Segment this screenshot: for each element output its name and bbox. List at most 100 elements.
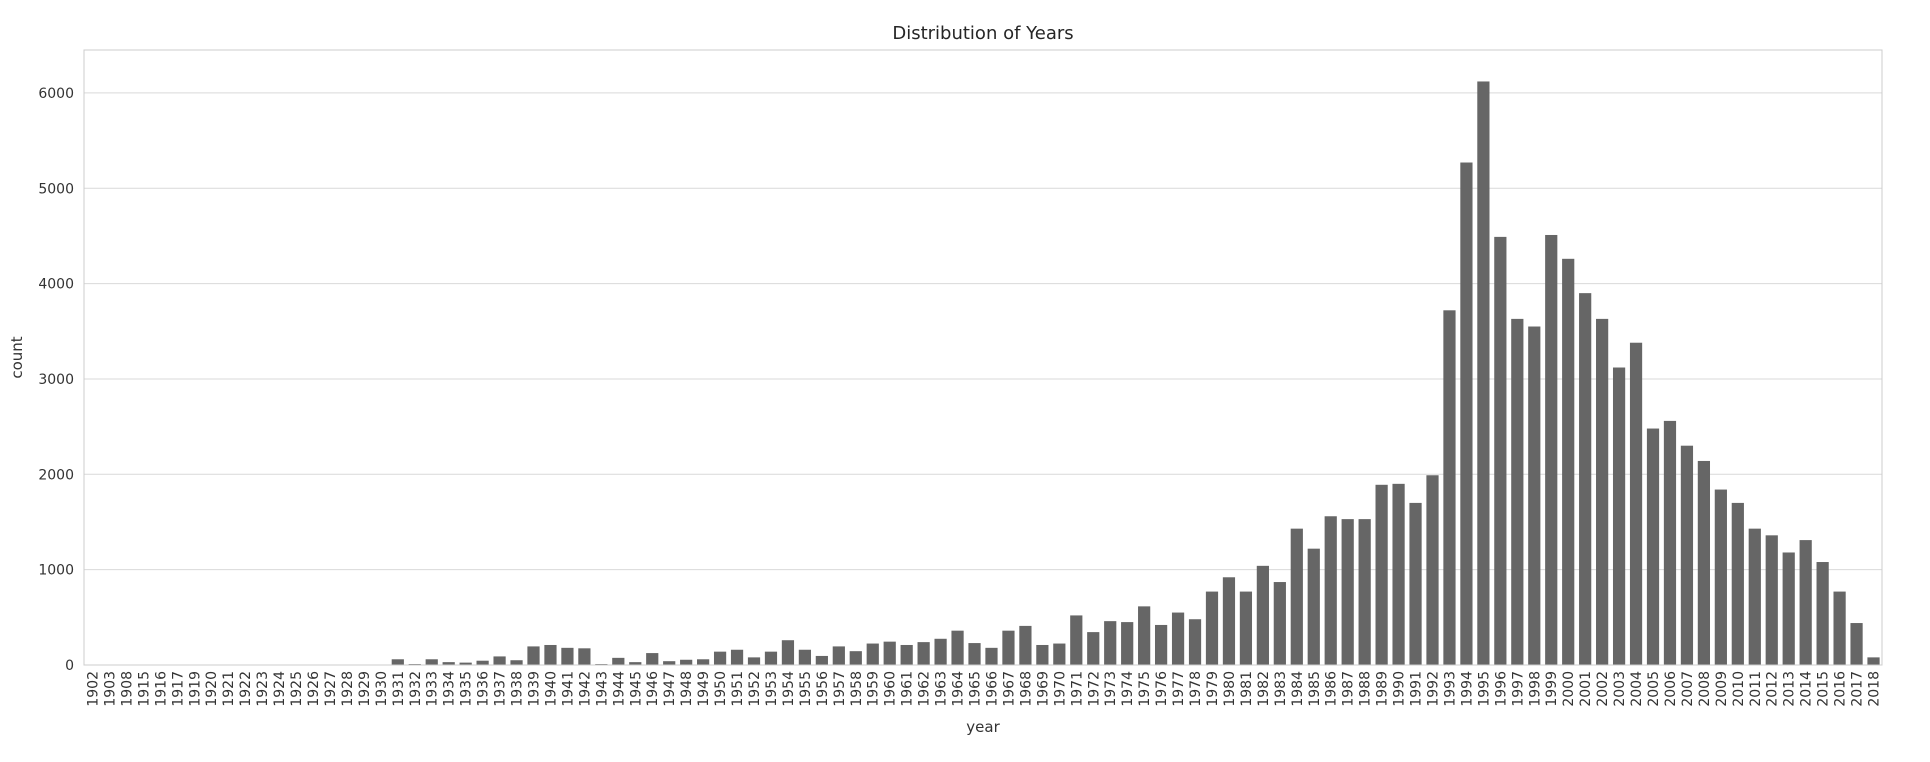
bar-1982 bbox=[1256, 565, 1269, 665]
bar-1986 bbox=[1324, 516, 1337, 665]
y-tick-label: 0 bbox=[65, 658, 74, 674]
bar-1939 bbox=[527, 646, 540, 665]
bar-1931 bbox=[391, 659, 404, 665]
x-tick-label: 1964 bbox=[951, 671, 967, 707]
bar-1963 bbox=[934, 638, 947, 665]
x-tick-label: 2007 bbox=[1680, 671, 1696, 707]
x-tick-label: 1940 bbox=[543, 671, 559, 707]
bar-1987 bbox=[1341, 519, 1354, 665]
bar-1985 bbox=[1307, 548, 1320, 665]
bar-1955 bbox=[798, 649, 812, 665]
x-tick-label: 1946 bbox=[645, 671, 661, 707]
x-tick-label: 1978 bbox=[1188, 671, 1204, 707]
bar-1961 bbox=[900, 644, 913, 665]
bar-1945 bbox=[629, 662, 642, 665]
x-tick-label: 1990 bbox=[1392, 671, 1408, 707]
x-tick-label: 1932 bbox=[408, 671, 424, 707]
x-tick-label: 1999 bbox=[1544, 671, 1560, 707]
x-tick-label: 1991 bbox=[1409, 671, 1425, 707]
bar-1953 bbox=[764, 651, 778, 665]
bar-1973 bbox=[1104, 621, 1117, 665]
x-tick-labels: 1902 1903 1908 1915 1916 1917 1919 1920 1921 1922… bbox=[85, 671, 1882, 707]
bar-2013 bbox=[1782, 552, 1795, 665]
bar-1965 bbox=[968, 643, 981, 665]
x-tick-label: 1966 bbox=[984, 671, 1000, 707]
bar-2007 bbox=[1680, 445, 1694, 665]
bar-1995 bbox=[1477, 81, 1490, 666]
bar-1983 bbox=[1273, 582, 1286, 665]
x-tick-label: 1979 bbox=[1205, 671, 1221, 707]
bar-1992 bbox=[1426, 475, 1439, 665]
x-tick-label: 1925 bbox=[289, 671, 305, 707]
bar-1984 bbox=[1290, 528, 1303, 665]
bar-1988 bbox=[1358, 519, 1371, 665]
bar-2005 bbox=[1646, 428, 1660, 665]
x-tick-label: 1967 bbox=[1001, 671, 1017, 707]
x-tick-label: 1983 bbox=[1273, 671, 1289, 707]
x-tick-label: 1930 bbox=[374, 671, 390, 707]
bar-1966 bbox=[985, 647, 998, 665]
bar-1975 bbox=[1138, 606, 1151, 665]
x-tick-label: 1985 bbox=[1307, 671, 1323, 707]
x-tick-label: 2010 bbox=[1731, 671, 1747, 707]
bar-1976 bbox=[1154, 624, 1168, 665]
x-tick-label: 2005 bbox=[1646, 671, 1662, 707]
bar-1950 bbox=[713, 651, 727, 665]
bar-1958 bbox=[849, 651, 862, 665]
x-tick-label: 1943 bbox=[594, 671, 610, 707]
bar-1994 bbox=[1460, 162, 1473, 665]
bar-1964 bbox=[951, 630, 964, 665]
x-tick-label: 1984 bbox=[1290, 671, 1306, 707]
bar-2017 bbox=[1850, 623, 1863, 665]
x-tick-label: 1915 bbox=[136, 671, 152, 707]
bar-1969 bbox=[1036, 644, 1049, 665]
x-tick-label: 1995 bbox=[1476, 671, 1492, 707]
chart-title: Distribution of Years bbox=[892, 23, 1073, 44]
x-tick-label: 1921 bbox=[221, 671, 237, 707]
bar-2003 bbox=[1612, 367, 1626, 665]
bar-1971 bbox=[1070, 615, 1083, 665]
x-tick-label: 1996 bbox=[1493, 671, 1509, 707]
x-tick-label: 2004 bbox=[1629, 671, 1645, 707]
bar-1978 bbox=[1188, 619, 1202, 665]
x-tick-label: 2013 bbox=[1782, 671, 1798, 707]
bar-2006 bbox=[1663, 420, 1677, 665]
bar-2014 bbox=[1799, 540, 1812, 665]
plot-frame bbox=[83, 49, 1883, 666]
bar-1990 bbox=[1392, 483, 1405, 665]
bar-2004 bbox=[1629, 342, 1643, 665]
bar-1989 bbox=[1375, 484, 1388, 665]
x-tick-label: 1919 bbox=[187, 671, 203, 707]
x-tick-label: 1981 bbox=[1239, 671, 1255, 707]
x-tick-label: 1942 bbox=[577, 671, 593, 707]
x-tick-label: 2012 bbox=[1765, 671, 1781, 707]
bar-1959 bbox=[866, 643, 879, 665]
bar-1935 bbox=[459, 662, 472, 665]
x-tick-label: 1960 bbox=[883, 671, 899, 707]
x-tick-label: 1923 bbox=[255, 671, 271, 707]
y-tick-label: 6000 bbox=[38, 86, 74, 102]
x-tick-label: 1986 bbox=[1324, 671, 1340, 707]
x-tick-label: 2002 bbox=[1595, 671, 1611, 707]
x-tick-label: 1938 bbox=[510, 671, 526, 707]
x-tick-label: 2016 bbox=[1833, 671, 1849, 707]
bar-1946 bbox=[646, 653, 659, 665]
x-tick-label: 1997 bbox=[1510, 671, 1526, 707]
x-tick-label: 1916 bbox=[153, 671, 169, 707]
x-tick-label: 1949 bbox=[696, 671, 712, 707]
bar-2018 bbox=[1867, 657, 1880, 665]
y-tick-label: 5000 bbox=[38, 181, 74, 197]
bar-1947 bbox=[663, 661, 676, 665]
bar-1938 bbox=[510, 660, 523, 665]
bar-1968 bbox=[1019, 625, 1032, 665]
bar-1979 bbox=[1205, 591, 1219, 665]
bar-1937 bbox=[493, 656, 506, 665]
x-tick-label: 1920 bbox=[204, 671, 220, 707]
y-tick-label: 2000 bbox=[38, 467, 74, 483]
x-tick-label: 2011 bbox=[1748, 671, 1764, 707]
x-tick-label: 2001 bbox=[1578, 671, 1594, 707]
bar-1954 bbox=[781, 640, 795, 665]
bar-2000 bbox=[1562, 258, 1575, 665]
x-tick-label: 1982 bbox=[1256, 671, 1272, 707]
x-tick-label: 2006 bbox=[1663, 671, 1679, 707]
